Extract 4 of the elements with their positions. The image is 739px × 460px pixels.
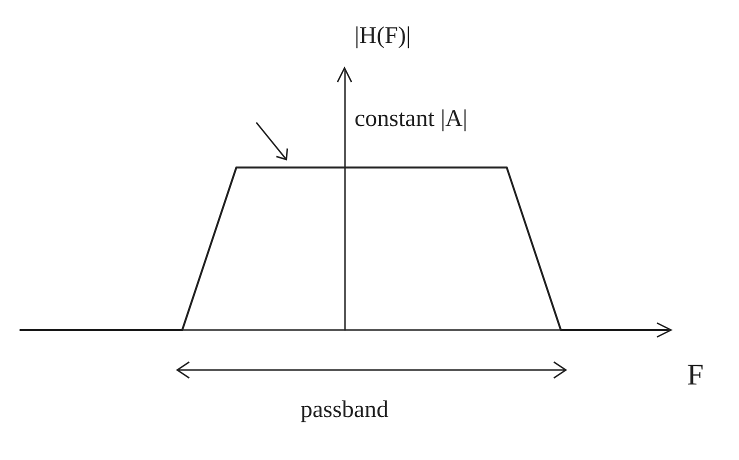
x-axis-title: F [687, 358, 704, 392]
y-axis-title: |H(F)| [354, 23, 411, 49]
text: constant |A| [354, 106, 468, 132]
text: passband [300, 397, 388, 423]
